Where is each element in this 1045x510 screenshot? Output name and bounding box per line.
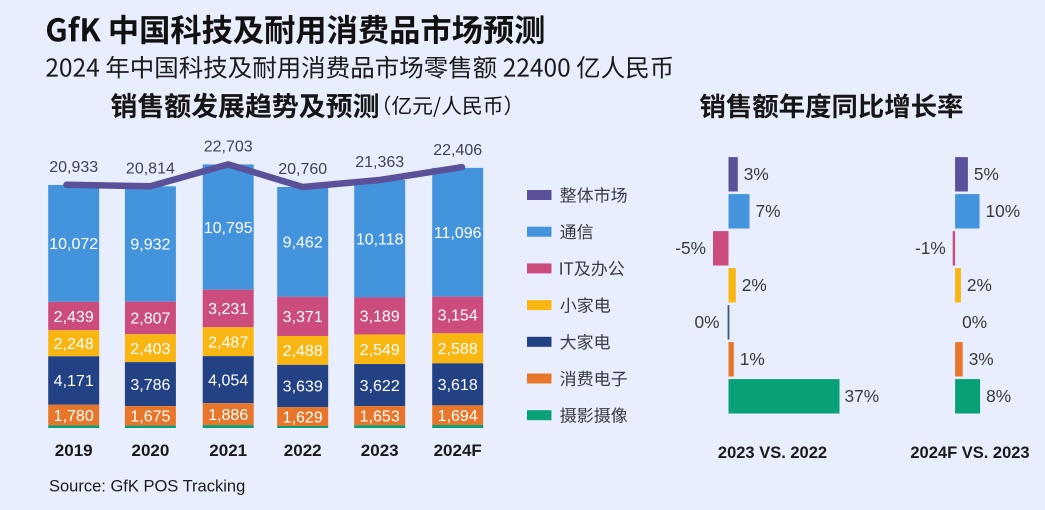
svg-text:Source: GfK POS Tracking: Source: GfK POS Tracking: [49, 478, 245, 496]
svg-text:2%: 2%: [742, 275, 767, 295]
svg-text:2%: 2%: [967, 275, 992, 295]
svg-text:8%: 8%: [986, 386, 1011, 406]
svg-text:9,932: 9,932: [130, 237, 170, 254]
svg-text:2,549: 2,549: [360, 342, 400, 359]
svg-text:-5%: -5%: [675, 238, 706, 258]
svg-text:3,154: 3,154: [438, 308, 478, 325]
svg-text:1,694: 1,694: [438, 408, 478, 425]
svg-text:2023: 2023: [361, 441, 399, 460]
svg-text:0%: 0%: [962, 312, 987, 332]
svg-text:2021: 2021: [209, 441, 247, 460]
svg-text:20,760: 20,760: [278, 161, 327, 178]
svg-text:3,371: 3,371: [283, 309, 323, 326]
svg-text:7%: 7%: [756, 201, 781, 221]
svg-text:2024F VS. 2023: 2024F VS. 2023: [910, 444, 1029, 462]
svg-text:3,231: 3,231: [208, 301, 248, 318]
svg-text:37%: 37%: [845, 386, 880, 406]
svg-text:2022: 2022: [284, 441, 322, 460]
svg-text:10,118: 10,118: [356, 231, 404, 248]
svg-text:2024F: 2024F: [434, 441, 482, 460]
svg-text:10,795: 10,795: [204, 220, 253, 237]
svg-text:1,653: 1,653: [360, 408, 400, 425]
svg-text:4,171: 4,171: [54, 373, 94, 390]
svg-text:3,622: 3,622: [360, 378, 400, 395]
svg-text:3%: 3%: [969, 349, 994, 369]
svg-text:4,054: 4,054: [208, 372, 248, 389]
svg-text:2,488: 2,488: [283, 343, 323, 360]
svg-text:2,807: 2,807: [130, 311, 170, 328]
svg-text:1,675: 1,675: [130, 409, 170, 426]
svg-text:3,639: 3,639: [283, 379, 323, 396]
svg-text:2023 VS. 2022: 2023 VS. 2022: [718, 444, 827, 462]
svg-text:2,588: 2,588: [438, 341, 478, 358]
svg-text:3,189: 3,189: [360, 309, 400, 326]
svg-text:3%: 3%: [744, 164, 769, 184]
svg-text:20,933: 20,933: [49, 159, 98, 176]
svg-text:2,487: 2,487: [208, 334, 248, 351]
svg-text:3,618: 3,618: [438, 377, 478, 394]
svg-text:11,096: 11,096: [434, 225, 482, 242]
svg-text:5%: 5%: [974, 164, 999, 184]
svg-text:10%: 10%: [986, 201, 1021, 221]
svg-text:22,703: 22,703: [204, 138, 253, 155]
svg-text:1%: 1%: [740, 349, 765, 369]
svg-text:2,439: 2,439: [54, 309, 94, 326]
svg-text:2,248: 2,248: [54, 336, 94, 353]
svg-text:0%: 0%: [695, 312, 720, 332]
svg-text:2020: 2020: [131, 441, 169, 460]
svg-text:20,814: 20,814: [126, 160, 175, 177]
svg-text:3,786: 3,786: [130, 377, 170, 394]
svg-text:2019: 2019: [55, 441, 93, 460]
svg-text:22,406: 22,406: [433, 142, 482, 159]
svg-text:1,886: 1,886: [208, 407, 248, 424]
svg-text:-1%: -1%: [915, 238, 946, 258]
svg-text:21,363: 21,363: [355, 154, 404, 171]
svg-text:9,462: 9,462: [283, 235, 323, 252]
svg-text:10,072: 10,072: [49, 236, 98, 253]
svg-text:1,629: 1,629: [283, 409, 323, 426]
svg-text:1,780: 1,780: [54, 408, 94, 425]
svg-text:2,403: 2,403: [130, 341, 170, 358]
